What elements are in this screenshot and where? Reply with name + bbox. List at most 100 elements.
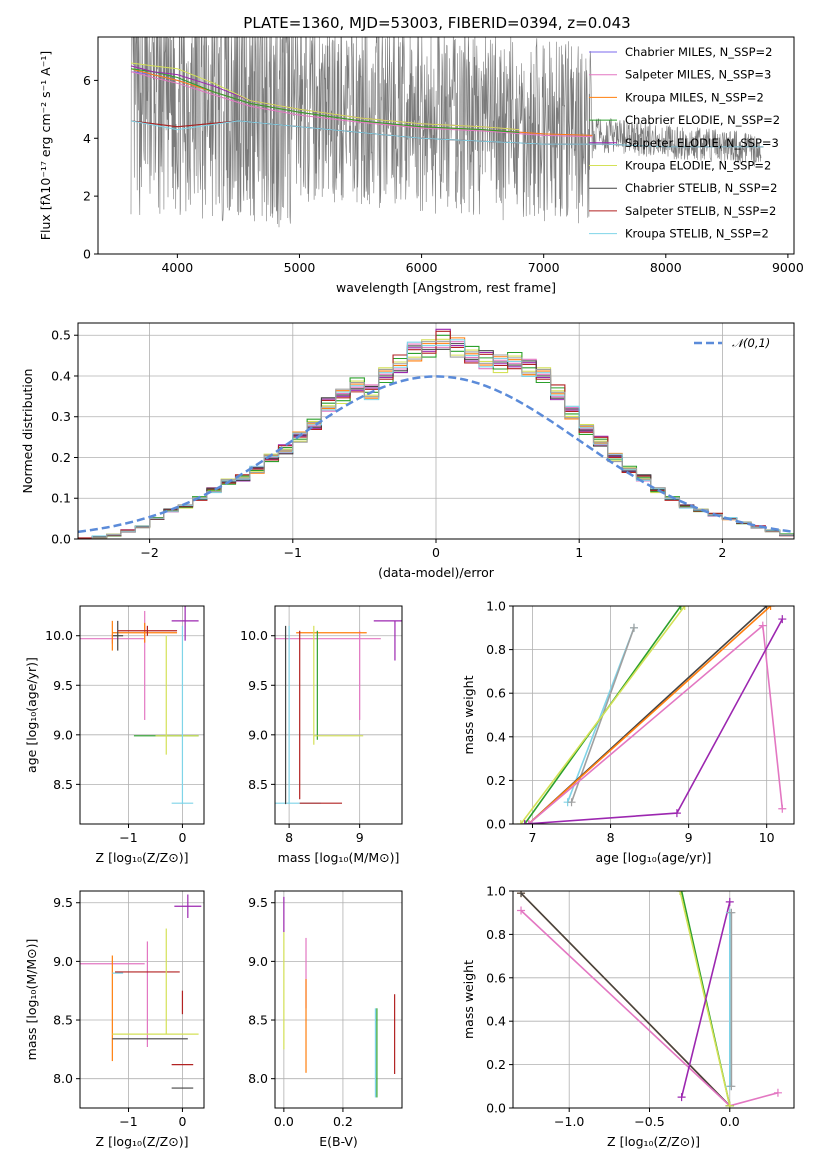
x-tick-label: 0.2	[333, 1114, 353, 1129]
y-tick-label: 8.0	[53, 1071, 73, 1086]
axes-frame	[512, 890, 795, 1109]
x-tick-label: 2	[718, 545, 726, 560]
y-axis-label: Normed distribution	[20, 369, 35, 494]
y-tick-label: 0.3	[51, 409, 71, 424]
y-tick-label: 8.0	[248, 1071, 268, 1086]
residuals-panel: −2 −1 0 1 2 0.0 0.1 0.2 0.3 0.4 0.5 (data-model)/er…	[20, 322, 795, 580]
spectrum-panel: 4000 5000 6000 7000 8000 9000 0 2 4 6 wavelength […	[38, 36, 804, 295]
massweight-marker	[516, 820, 525, 824]
x-axis-label: (data-model)/error	[378, 565, 495, 580]
legend-entry: Kroupa ELODIE, N_SSP=2	[625, 159, 771, 173]
legend-entry: Salpeter ELODIE, N_SSP=3	[625, 136, 779, 150]
x-tick-label: −1	[119, 830, 137, 845]
y-tick-label: 4	[83, 131, 91, 146]
y-tick-label: 9.5	[53, 895, 73, 910]
plot-area	[516, 606, 787, 824]
y-tick-label: 0.0	[486, 1101, 506, 1116]
y-tick-label: 0.4	[486, 729, 506, 744]
massweight-marker	[629, 623, 638, 632]
y-tick-label: 9.0	[248, 727, 268, 742]
y-tick-label: 8.5	[248, 777, 268, 792]
massweight-marker	[567, 798, 576, 807]
plot-area	[80, 606, 199, 805]
massweight-marker	[524, 820, 533, 824]
x-axis-label: Z [log₁₀(Z/Z⊙)]	[607, 1134, 700, 1149]
massweight-line	[680, 901, 731, 1098]
y-tick-label: 1.0	[486, 884, 506, 899]
y-tick-label: 9.0	[53, 727, 73, 742]
x-tick-label: 7000	[528, 260, 560, 275]
y-tick-label: 0.8	[486, 927, 506, 942]
x-tick-label: −2	[140, 545, 158, 560]
y-tick-label: 0.5	[51, 328, 71, 343]
y-axis-label: Flux [fλ10⁻¹⁷ erg cm⁻² s⁻¹ A⁻¹]	[38, 51, 53, 240]
plot-area	[80, 894, 202, 1089]
x-tick-label: 4000	[161, 260, 193, 275]
y-tick-label: 6	[83, 73, 91, 88]
y-tick-label: 0.2	[486, 773, 506, 788]
massweight-marker	[725, 1101, 734, 1108]
x-axis-label: age [log₁₀(age/yr)]	[596, 850, 712, 865]
x-tick-label: 0.0	[274, 1114, 294, 1129]
massweight-marker	[778, 804, 787, 813]
massweight-line	[528, 624, 784, 824]
y-tick-label: 2	[83, 189, 91, 204]
y-tick-label: 9.5	[248, 678, 268, 693]
massweight-marker	[517, 891, 526, 898]
plot-area	[517, 891, 782, 1108]
massweight-marker	[758, 621, 767, 630]
x-tick-label: 8	[607, 830, 615, 845]
spectrum-title: PLATE=1360, MJD=53003, FIBERID=0394, z=0…	[243, 14, 630, 32]
axes-frame	[274, 605, 403, 825]
massweight-marker	[517, 906, 526, 915]
y-tick-label: 10.0	[45, 628, 73, 643]
massweight-marker	[727, 1082, 736, 1091]
y-tick-label: 8.5	[53, 777, 73, 792]
axes-frame	[79, 605, 205, 825]
y-axis-label: mass weight	[461, 960, 476, 1039]
x-axis-label: Z [log₁₀(Z/Z⊙)]	[96, 1134, 189, 1149]
y-tick-label: 0.8	[486, 642, 506, 657]
y-tick-label: 0.6	[486, 686, 506, 701]
x-tick-label: 10	[759, 830, 775, 845]
x-tick-label: 0.0	[720, 1114, 740, 1129]
x-tick-label: 9000	[772, 260, 804, 275]
massweight-line	[520, 892, 731, 1107]
normal-reference-curve	[78, 375, 794, 534]
x-axis-label: mass [log₁₀(M/M⊙)]	[278, 850, 400, 865]
legend-entry: Chabrier MILES, N_SSP=2	[625, 45, 772, 59]
x-tick-label: 6000	[406, 260, 438, 275]
model-spectrum-line	[130, 62, 520, 131]
legend-entry: Chabrier STELIB, N_SSP=2	[625, 181, 777, 195]
x-tick-label: 1	[575, 545, 583, 560]
massweight-marker	[725, 897, 734, 906]
x-axis-label: E(B-V)	[319, 1134, 358, 1149]
plot-area	[130, 37, 764, 228]
plot-area	[283, 896, 396, 1098]
axes-frame	[274, 890, 403, 1109]
age-vs-mass-panel: 8 9 8.5 9.0 9.5 10.0 mass [log₁₀(M/M⊙)]	[240, 605, 403, 865]
legend-entry: Kroupa MILES, N_SSP=2	[625, 90, 764, 104]
y-tick-label: 0.2	[486, 1057, 506, 1072]
x-axis-label: Z [log₁₀(Z/Z⊙)]	[96, 850, 189, 865]
mass-vs-metallicity-panel: −1 0 8.0 8.5 9.0 9.5 Z [log₁₀(Z/Z⊙)] mass [log₁…	[24, 890, 205, 1149]
mass-vs-ebv-panel: 0.0 0.2 8.0 8.5 9.0 9.5 E(B-V)	[248, 890, 403, 1149]
y-tick-label: 1.0	[486, 599, 506, 614]
legend-entry: Kroupa STELIB, N_SSP=2	[625, 227, 769, 241]
model-spectrum-line	[130, 71, 593, 138]
massweight-line	[679, 891, 731, 1106]
y-axis-label: mass [log₁₀(M/M⊙)]	[24, 939, 39, 1061]
x-tick-label: 8	[285, 830, 293, 845]
massweight-line	[528, 606, 772, 824]
x-tick-label: 9	[356, 830, 364, 845]
observed-spectrum-line	[130, 37, 762, 228]
y-tick-label: 0.0	[51, 532, 71, 547]
massweight-marker	[766, 606, 775, 610]
age-vs-metallicity-panel: −1 0 8.5 9.0 9.5 10.0 Z [log₁₀(Z/Z⊙)] age [log₁…	[24, 605, 205, 865]
massweight-marker	[672, 809, 681, 818]
massweight-marker	[677, 891, 686, 895]
massweight-marker	[677, 1093, 686, 1102]
massweight-marker	[680, 606, 689, 610]
massweight-vs-age-panel: 7 8 9 10 0.0 0.2 0.4 0.6 0.8 1.0 age [log₁₀(age/yr…	[461, 599, 795, 865]
y-tick-label: 0.6	[486, 970, 506, 985]
